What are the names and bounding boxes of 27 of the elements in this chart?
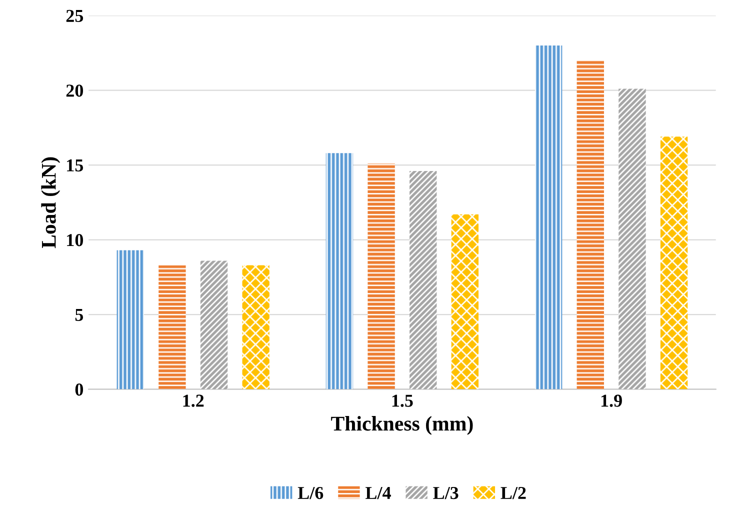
- x-tick-label: 1.9: [601, 394, 622, 407]
- legend-label: L/6: [298, 486, 324, 500]
- y-tick-label: 10: [67, 234, 84, 246]
- legend-label: L/2: [500, 486, 526, 500]
- bar: [451, 214, 479, 390]
- bar: [158, 265, 186, 390]
- bar: [368, 164, 395, 390]
- bar: [242, 265, 270, 390]
- bar: [116, 250, 144, 390]
- bar: [534, 45, 562, 390]
- bar: [200, 260, 228, 390]
- y-axis-title: Load (kN): [41, 157, 60, 248]
- bar: [410, 171, 437, 390]
- legend-label: L/3: [433, 486, 458, 500]
- x-tick-label: 1.5: [392, 394, 413, 407]
- y-tick-label: 0: [75, 384, 84, 396]
- bar: [618, 88, 646, 390]
- y-tick-label: 15: [67, 159, 84, 172]
- bar: [326, 153, 354, 390]
- y-tick-label: 25: [66, 10, 84, 22]
- y-tick-label: 5: [75, 308, 84, 321]
- x-tick-label: 1.2: [183, 394, 204, 407]
- y-tick-label: 20: [66, 84, 84, 97]
- x-axis-title: Thickness (mm): [331, 416, 473, 435]
- bar: [660, 136, 688, 390]
- bar: [576, 60, 604, 390]
- legend-label: L/4: [366, 487, 391, 500]
